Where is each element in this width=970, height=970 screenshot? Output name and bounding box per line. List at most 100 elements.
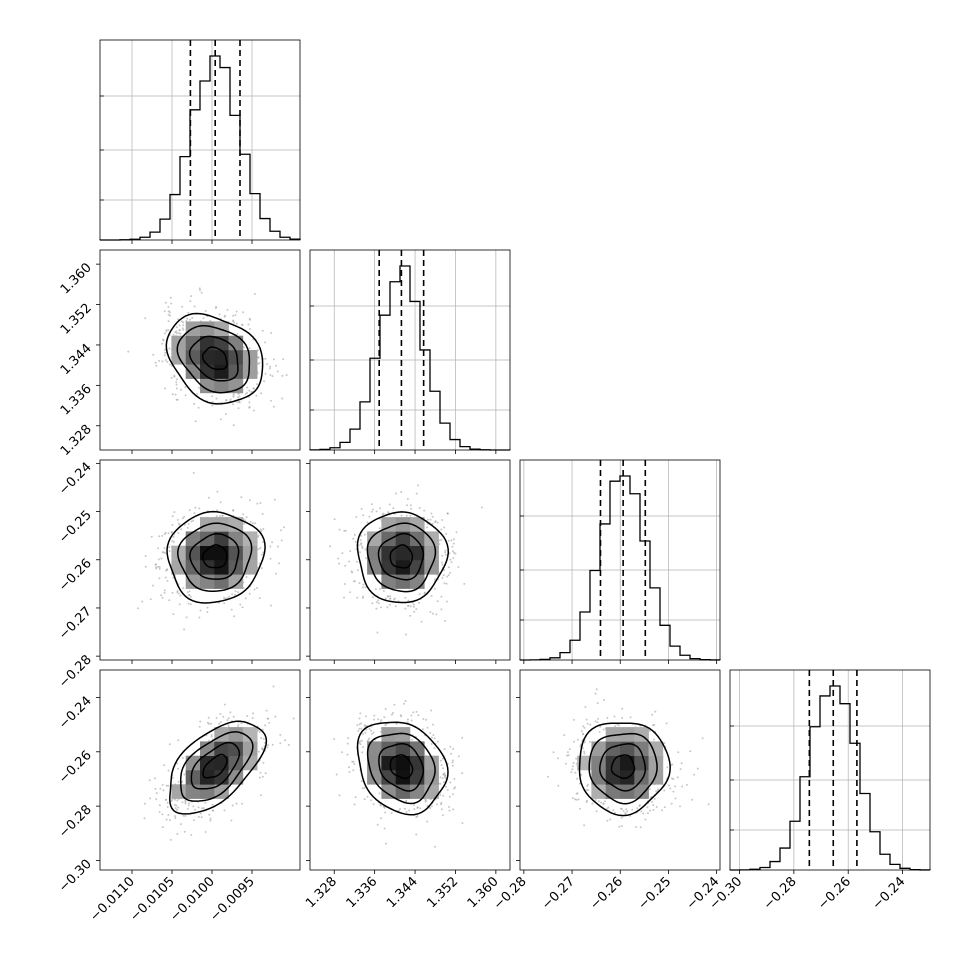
scatter-point [671, 777, 673, 780]
panel-3-2-contour-0 [610, 754, 636, 780]
scatter-point [270, 604, 272, 607]
scatter-point [170, 302, 173, 305]
scatter-point [183, 773, 186, 776]
scatter-point [211, 395, 214, 398]
scatter-point [183, 628, 186, 631]
xtick-label-1-3: 1.352 [424, 874, 461, 911]
scatter-point [260, 737, 263, 740]
density-cell [228, 531, 244, 546]
scatter-point [425, 718, 428, 721]
scatter-point [168, 599, 171, 602]
scatter-point [440, 538, 443, 541]
scatter-point [218, 722, 221, 725]
scatter-point [437, 740, 439, 743]
ytick-label-1-3: 1.352 [58, 301, 95, 338]
density-cell [214, 321, 229, 336]
scatter-point [557, 784, 560, 787]
scatter-point [160, 594, 163, 597]
scatter-point [360, 542, 363, 545]
scatter-point [176, 808, 178, 811]
scatter-point [403, 807, 406, 810]
density-cell [185, 574, 201, 589]
scatter-point [380, 606, 382, 609]
scatter-point [609, 818, 612, 821]
scatter-point [219, 515, 221, 518]
scatter-point [451, 759, 454, 762]
scatter-point [256, 383, 258, 386]
scatter-point [666, 766, 669, 769]
scatter-point [149, 598, 152, 601]
scatter-point [359, 551, 361, 554]
scatter-point [450, 539, 453, 542]
scatter-point [166, 360, 169, 363]
scatter-point [193, 402, 196, 405]
scatter-point [150, 535, 153, 538]
scatter-point [242, 311, 245, 314]
panel-2-0-contour-1 [189, 532, 240, 580]
scatter-point [409, 514, 412, 517]
scatter-point [435, 613, 438, 616]
scatter-point [680, 762, 683, 765]
scatter-point [251, 522, 254, 525]
scatter-point [176, 799, 179, 802]
scatter-point [283, 526, 286, 529]
scatter-point [262, 748, 264, 750]
scatter-point [175, 387, 178, 390]
scatter-point [167, 532, 170, 535]
scatter-point [677, 751, 680, 754]
scatter-point [377, 718, 380, 721]
density-cell [395, 517, 411, 532]
scatter-point [380, 719, 383, 722]
scatter-point [257, 548, 260, 551]
density-cell [171, 545, 186, 561]
scatter-point [652, 808, 655, 811]
scatter-point [432, 734, 435, 736]
scatter-point [361, 596, 364, 599]
scatter-point [173, 803, 176, 806]
scatter-point [594, 798, 597, 801]
scatter-point [176, 833, 179, 835]
scatter-point [216, 490, 219, 493]
scatter-point [188, 590, 191, 593]
scatter-point [235, 802, 238, 805]
scatter-point [186, 317, 189, 320]
scatter-point [449, 781, 452, 784]
scatter-point [172, 613, 175, 616]
scatter-point [598, 731, 601, 733]
scatter-point [597, 717, 599, 720]
scatter-point [234, 590, 237, 593]
scatter-point [215, 515, 218, 518]
density-cell [381, 545, 396, 561]
scatter-point [233, 615, 236, 618]
scatter-point [152, 353, 155, 356]
scatter-point [263, 380, 266, 383]
scatter-point [276, 370, 279, 373]
scatter-point [210, 733, 213, 736]
scatter-point [378, 527, 381, 530]
scatter-point [613, 715, 616, 718]
scatter-point [196, 393, 199, 395]
scatter-point [261, 775, 264, 778]
scatter-point [223, 602, 226, 605]
scatter-point [163, 332, 166, 335]
scatter-point [259, 502, 262, 504]
scatter-point [167, 769, 170, 772]
scatter-point [552, 751, 555, 754]
panel-1-0-contour-1 [188, 335, 239, 382]
scatter-point [444, 553, 447, 556]
scatter-point [429, 732, 432, 734]
panel-3-0-contour-1 [190, 741, 241, 790]
panel-2-1-content [329, 484, 483, 636]
scatter-point [417, 601, 420, 604]
scatter-point [670, 802, 673, 805]
scatter-point [186, 591, 189, 594]
scatter-point [157, 558, 160, 561]
scatter-point [207, 716, 210, 719]
scatter-point [452, 808, 455, 811]
scatter-point [244, 597, 247, 600]
density-cell [381, 517, 396, 532]
hist-0-frame [99, 39, 301, 241]
scatter-point [168, 546, 171, 549]
scatter-point [577, 738, 579, 741]
panel-3-0-contour-3 [169, 720, 268, 815]
